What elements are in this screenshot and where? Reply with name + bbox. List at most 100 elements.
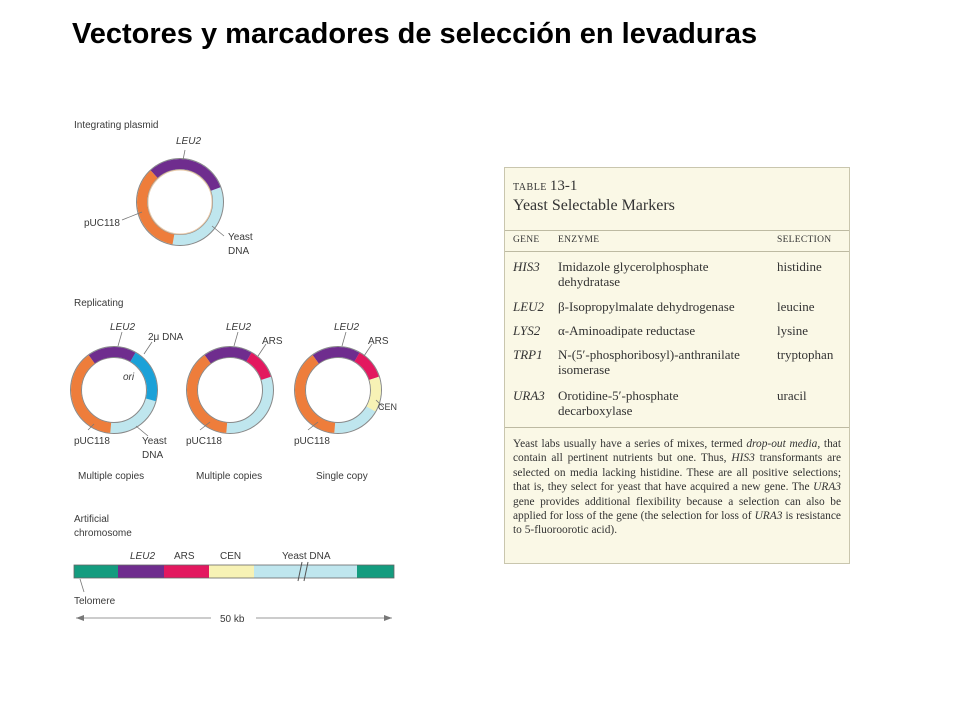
artificial-heading-1: Artificial [74,514,109,525]
scale-label: 50 kb [220,614,245,625]
puc118-segment [137,170,175,245]
integrating-inner-line [147,169,213,235]
cell-selection: uracil [777,388,807,403]
integrating-puc118-label: pUC118 [84,218,120,229]
note-text: transformants are selected on media lack… [513,452,842,494]
p1-dna-label: DNA [142,450,163,461]
puc118-segment [187,355,228,433]
p3-puc118-label: pUC118 [294,436,330,447]
cell-selection: histidine [777,259,822,274]
p1-puc118-label: pUC118 [74,436,110,447]
integrating-plasmid: Integrating plasmid LEU2 pUC118 Yeast DN… [74,120,253,257]
note-text: that contain all pertinent nutrients but… [513,438,842,465]
telomere-label: Telomere [74,596,116,607]
p2-ars-label: ARS [262,336,283,347]
cell-gene: URA3 [513,388,545,403]
cell-enzyme-line-2: dehydratase [558,274,621,289]
table-footnote: Yeast labs usually have a series of mixe… [513,437,841,538]
p3-cen-label: CEN [378,402,397,412]
cell-selection: leucine [777,299,815,314]
cell-enzyme-line-1: N-(5′-phosphoribosyl)-anthranilate [558,347,740,362]
cell-enzyme: Imidazole glycerolphosphate dehydratase [558,259,773,289]
note-italic-term: drop-out media, [746,438,821,450]
two-micron-segment [130,352,158,402]
p3-ars-label: ARS [368,336,389,347]
yac-leu2-segment [118,565,164,578]
p3-leu2-label: LEU2 [334,322,359,333]
cell-enzyme: α-Aminoadipate reductase [558,323,773,338]
note-gene: HIS3 [731,452,755,465]
scale-arrow-left [76,615,84,621]
leu2-segment [204,347,252,364]
p2-leu2-label: LEU2 [226,322,251,333]
replicating-plasmid-2micron: LEU2 2μ DNA ori pUC118 Yeast DNA Multipl… [70,322,184,482]
p2-copies-label: Multiple copies [196,471,262,482]
telomere-right-segment [357,565,394,578]
header-selection: SELECTION [777,235,832,245]
cell-gene: TRP1 [513,347,543,362]
yeast-vectors-figure: Integrating plasmid LEU2 pUC118 Yeast DN… [70,120,397,625]
integrating-leu2-label: LEU2 [176,136,201,147]
table-rule-bottom [505,427,849,428]
table-rule-header [505,251,849,252]
yac-ars-segment [164,565,209,578]
yac-ars-label: ARS [174,551,195,562]
cell-enzyme: β-Isopropylmalate dehydrogenase [558,299,773,314]
cell-enzyme-line-2: decarboxylase [558,403,633,418]
cell-gene: LYS2 [513,323,541,338]
telomere-left-segment [74,565,118,578]
yac-cen-label: CEN [220,551,241,562]
p2-puc118-label: pUC118 [186,436,222,447]
replicating-heading: Replicating [74,298,123,309]
yac-yeast-dna-label: Yeast DNA [282,551,331,562]
cell-enzyme-line-1: Orotidine-5′-phosphate [558,388,679,403]
cell-enzyme-line-1: β-Isopropylmalate dehydrogenase [558,299,735,314]
puc118-segment [71,355,112,433]
yac-outline [73,564,395,579]
artificial-heading-2: chromosome [74,528,132,539]
slide-title: Vectores y marcadores de selección en le… [72,18,758,50]
p1-leu2-label: LEU2 [110,322,135,333]
p1-yeast-label: Yeast [142,436,167,447]
p1-ori-label: ori [123,372,135,383]
p1-2u-dna-label: 2μ DNA [148,332,184,343]
p3-copies-label: Single copy [316,471,368,482]
note-gene: URA3 [754,510,783,523]
cell-enzyme-line-1: α-Aminoadipate reductase [558,323,696,338]
cell-enzyme-line-1: Imidazole glycerolphosphate [558,259,709,274]
note-gene: URA3 [813,481,841,494]
p1-copies-label: Multiple copies [78,471,144,482]
cell-gene: HIS3 [513,259,540,274]
cell-gene: LEU2 [513,299,545,314]
ars-segment [354,352,379,381]
leu2-segment [312,347,360,364]
table-number: 13-1 [549,178,578,194]
cell-enzyme-line-2: isomerase [558,362,610,377]
leu2-segment [150,159,221,191]
yac-leu2-label: LEU2 [130,551,155,562]
yac-cen-segment [209,565,254,578]
cell-enzyme: Orotidine-5′-phosphate decarboxylase [558,388,773,418]
table-label: TABLE 13-1 [513,178,577,195]
puc118-segment [295,355,336,433]
scale-arrow-right [384,615,392,621]
yeast-markers-table: TABLE 13-1 Yeast Selectable Markers GENE… [504,167,850,564]
artificial-chromosome: Artificial chromosome LEU2 ARS CEN Yeast… [73,514,395,625]
replicating-plasmid-ars: LEU2 ARS pUC118 Multiple copies [186,322,283,482]
note-text: Yeast labs usually have a series of mixe… [513,438,747,450]
cell-enzyme: N-(5′-phosphoribosyl)-anthranilate isomer… [558,347,773,377]
integrating-yeast-label: Yeast [228,232,253,243]
table-label-text: TABLE [513,182,547,193]
replicating-plasmid-ars-cen: LEU2 ARS CEN pUC118 Single copy [294,322,397,482]
cen-segment [366,376,381,412]
note-text: gene provides additional flexibility bec… [513,495,841,523]
header-gene: GENE [513,235,540,245]
ars-segment [246,352,271,381]
table-rule-top [505,230,849,231]
integrating-dna-label: DNA [228,246,249,257]
note-text: is resistance to 5-fluoroorotic acid). [513,510,841,537]
cell-selection: lysine [777,323,809,338]
cell-selection: tryptophan [777,347,834,362]
table-name: Yeast Selectable Markers [513,197,675,214]
integrating-heading: Integrating plasmid [74,120,159,131]
